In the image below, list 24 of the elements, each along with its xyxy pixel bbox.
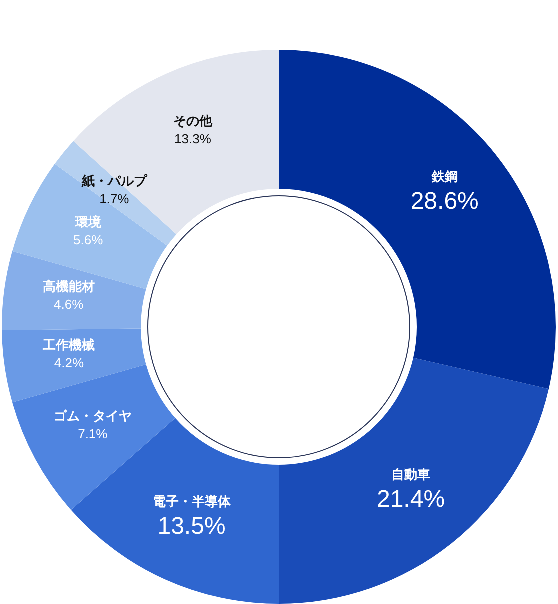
data-label: 28.6%: [410, 188, 479, 215]
slice-label: 高機能材: [42, 279, 95, 296]
data-label: 7.1%: [78, 426, 108, 442]
slice-label: 工作機械: [42, 338, 96, 354]
data-label: 4.6%: [54, 297, 84, 312]
donut-slice: [54, 141, 177, 246]
slice-label: 自動車: [392, 468, 431, 483]
data-label: 21.4%: [377, 486, 446, 513]
donut-slice: [74, 50, 279, 234]
slice-label: 電子・半導体: [152, 494, 232, 510]
donut-slice: [2, 251, 146, 330]
slice-label: 鉄鋼: [430, 170, 458, 185]
data-label: 13.3%: [174, 131, 212, 146]
data-label: 13.5%: [158, 513, 226, 540]
data-label: 5.6%: [74, 232, 104, 248]
slice-label: 紙・パルプ: [80, 173, 148, 190]
slice-label: 環境: [74, 214, 102, 230]
data-label: 4.2%: [54, 356, 84, 371]
slice-label: ゴム・タイヤ: [54, 410, 132, 425]
data-label: 1.7%: [100, 191, 130, 206]
slice-label: その他: [173, 114, 214, 130]
donut-slice: [279, 50, 556, 390]
donut-slice: [279, 358, 549, 604]
donut-slice: [2, 328, 146, 403]
